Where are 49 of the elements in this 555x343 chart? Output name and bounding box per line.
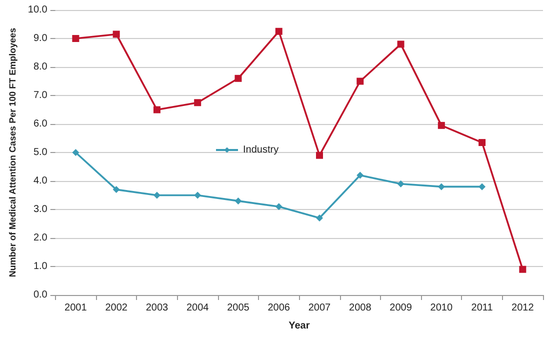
legend-label: Industry: [243, 144, 279, 156]
y-tick-label: 3.0: [33, 204, 48, 215]
point: [112, 186, 120, 194]
point: [438, 183, 445, 190]
point: [234, 197, 242, 204]
x-tick-label: 2004: [186, 302, 210, 314]
y-tick-label: 0.0: [33, 290, 48, 300]
x-tick-label: 2002: [105, 302, 128, 314]
y-tick-label: 10.0: [28, 4, 48, 16]
point: [153, 106, 160, 114]
point: [275, 203, 282, 210]
point: [112, 30, 120, 38]
y-tick-label: 2.0: [33, 232, 48, 244]
point: [194, 99, 202, 106]
point: [397, 180, 404, 188]
x-tick-label: 2010: [430, 302, 453, 314]
point: [316, 152, 323, 159]
y-tick-label: 5.0: [33, 147, 48, 158]
x-tick-label: 2001: [64, 302, 88, 314]
x-tick-label: 2005: [227, 302, 250, 314]
point: [438, 122, 445, 129]
point: [316, 214, 323, 222]
point: [72, 149, 80, 156]
x-tick-label: 2012: [512, 302, 534, 314]
point: [356, 78, 364, 85]
x-tick-label: 2006: [268, 302, 290, 314]
x-tick-label: 2007: [308, 302, 332, 314]
point: [72, 35, 80, 42]
point: [194, 192, 202, 199]
point: [519, 266, 526, 273]
y-axis-title: Number of Medical Attention Cases Per 100 FT Employees: [8, 28, 18, 278]
y-tick-label: 1.0: [33, 261, 48, 272]
point: [397, 40, 404, 48]
y-tick-label: 4.0: [33, 176, 48, 186]
x-tick-label: 2008: [349, 302, 372, 314]
x-axis-title: Year: [288, 320, 310, 332]
point: [478, 183, 486, 190]
y-tick-label: 8.0: [33, 62, 48, 72]
y-tick-label: 7.0: [33, 90, 48, 101]
point: [478, 139, 486, 146]
point: [356, 172, 364, 179]
x-tick-label: 2003: [146, 302, 169, 314]
x-tick-label: 2009: [390, 302, 412, 314]
y-tick-label: 9.0: [33, 33, 48, 44]
x-tick-label: 2011: [471, 302, 494, 314]
y-tick-label: 6.0: [33, 118, 48, 130]
point: [234, 74, 242, 82]
point: [153, 192, 160, 199]
point: [275, 28, 282, 35]
